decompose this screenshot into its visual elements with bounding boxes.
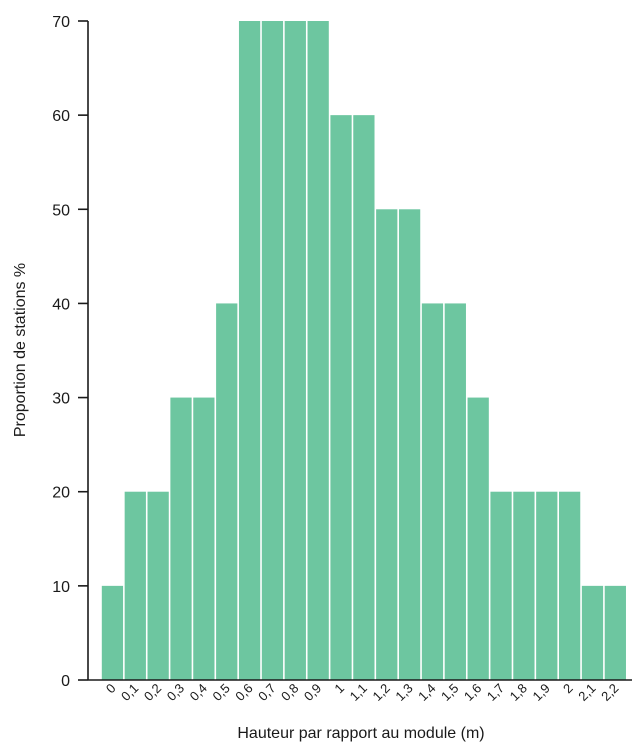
bar-12: [376, 209, 398, 681]
x-tick-label: 0,7: [255, 681, 278, 704]
y-tick-label: 20: [52, 485, 70, 502]
x-tick-label: 0,8: [278, 681, 301, 704]
bar-13: [398, 209, 421, 681]
y-ticks-group: 0 10 20 30 40 50 60 70: [52, 14, 88, 690]
x-tick-label: 0,1: [118, 681, 141, 704]
x-tick-label: 1,8: [507, 681, 530, 704]
x-tick-label: 2: [560, 681, 576, 697]
x-tick-label: 1,4: [415, 681, 438, 704]
x-tick-label: 0,6: [232, 681, 255, 704]
bar-14: [421, 303, 444, 680]
x-tick-label: 1,9: [530, 681, 553, 704]
y-tick-label: 10: [52, 579, 70, 596]
bar-11: [353, 115, 375, 680]
bar-9: [307, 21, 329, 680]
bar-5: [216, 303, 238, 680]
y-tick-label: 30: [52, 391, 70, 408]
x-tick-label: 0,3: [164, 681, 187, 704]
x-tick-label: 0,9: [301, 681, 324, 704]
x-tick-label: 0,5: [209, 681, 232, 704]
y-tick-label: 40: [52, 296, 70, 313]
x-tick-label: 2,2: [598, 681, 621, 704]
y-tick-label: 60: [52, 108, 70, 125]
x-tick-label: 1: [331, 681, 347, 697]
bar-22: [604, 585, 626, 680]
y-tick-label: 70: [52, 14, 70, 31]
bar-3: [170, 397, 192, 680]
bar-8: [284, 21, 306, 680]
x-tick-label: 0,2: [141, 681, 164, 704]
x-tick-label: 2,1: [575, 681, 598, 704]
bar-6: [238, 21, 261, 680]
bar-20: [559, 491, 581, 680]
x-tick-label: 0: [103, 681, 119, 697]
bar-21: [581, 585, 604, 680]
y-axis-title: Proportion de stations %: [12, 263, 29, 437]
bar-4: [193, 397, 215, 680]
bar-19: [536, 491, 558, 680]
bar-18: [513, 491, 535, 680]
x-tick-label: 1,6: [461, 681, 484, 704]
bar-16: [467, 397, 489, 680]
bars-group: [101, 21, 626, 681]
bar-0: [101, 585, 124, 680]
bar-2: [147, 491, 169, 680]
x-tick-label: 1,2: [369, 681, 392, 704]
y-tick-label: 0: [61, 673, 70, 690]
bar-10: [330, 115, 352, 680]
bar-1: [124, 491, 146, 680]
x-ticks-group: 0 0,1 0,2 0,3 0,4 0,5 0,6 0,7 0,8 0,9 1 1,1 1,2 1,3 1,…: [103, 681, 622, 704]
x-tick-label: 1,1: [347, 681, 370, 704]
bar-17: [490, 491, 512, 680]
bar-15: [444, 303, 466, 680]
x-tick-label: 1,7: [484, 681, 507, 704]
x-tick-label: 1,5: [438, 681, 461, 704]
bar-7: [261, 21, 284, 680]
x-axis-title: Hauteur par rapport au module (m): [237, 725, 484, 742]
x-tick-label: 0,4: [187, 681, 210, 704]
y-tick-label: 50: [52, 202, 70, 219]
x-tick-label: 1,3: [392, 681, 415, 704]
